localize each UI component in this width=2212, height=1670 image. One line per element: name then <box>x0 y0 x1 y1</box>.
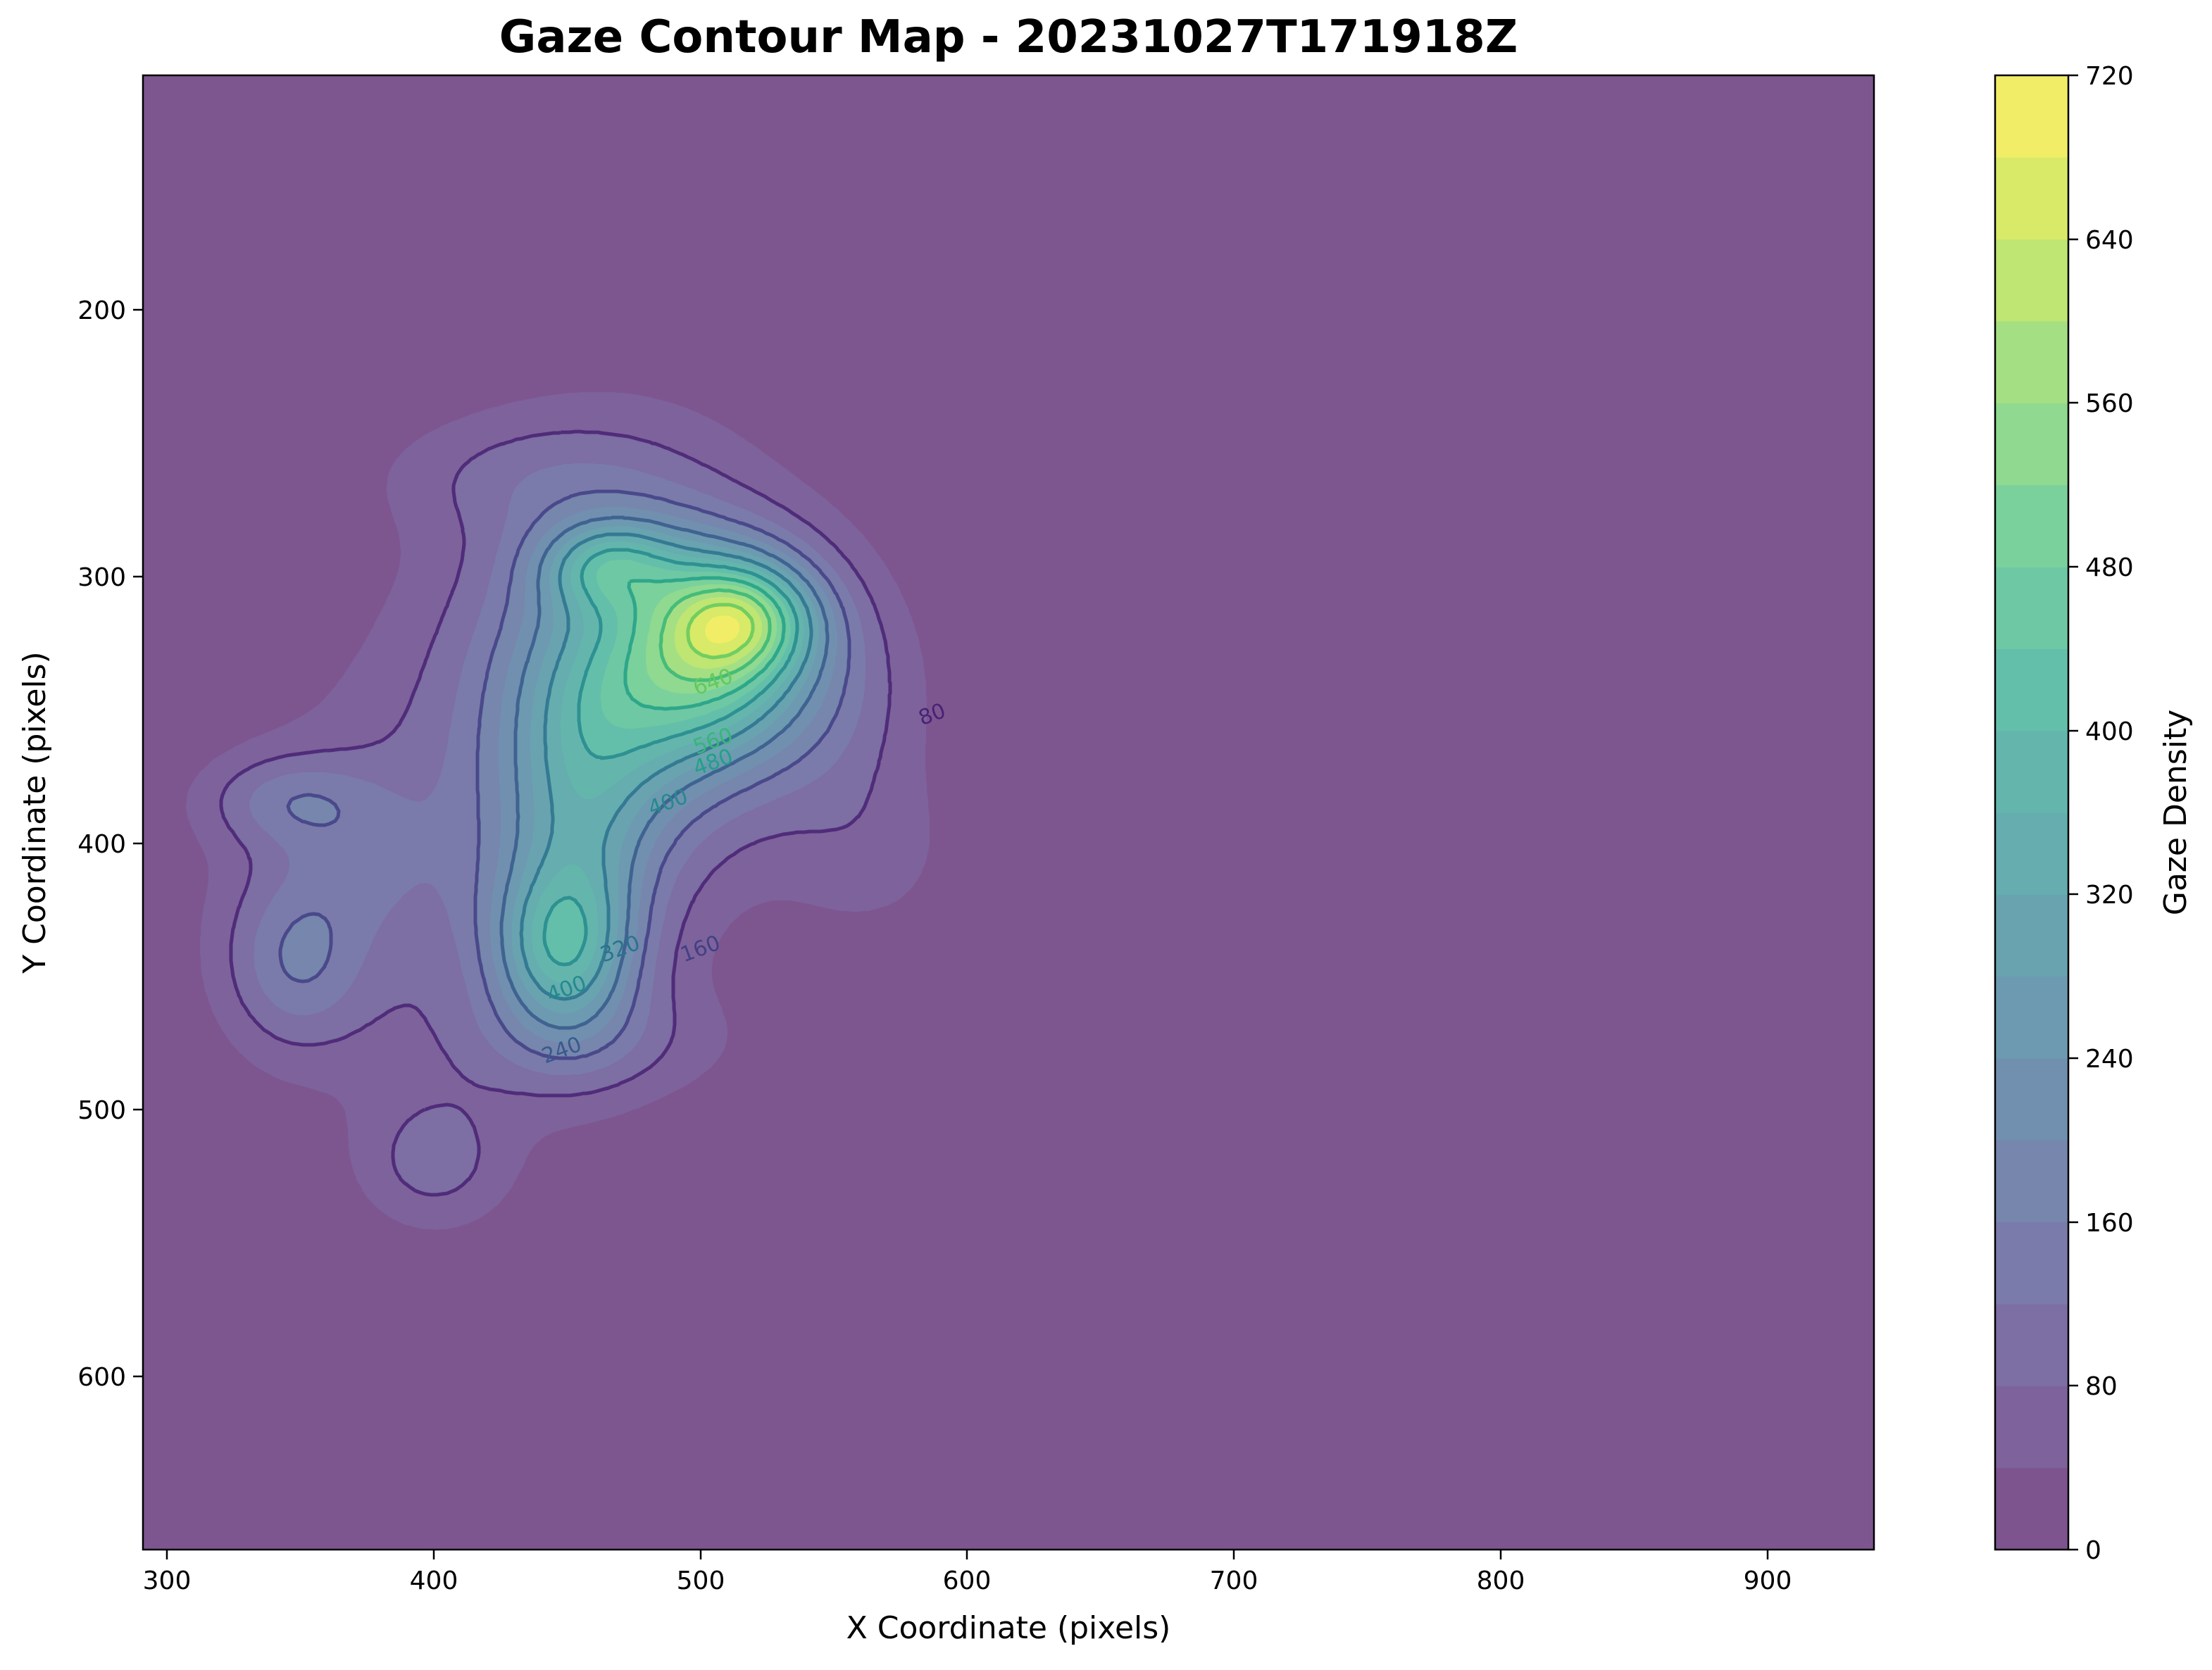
colorbar-band <box>1995 403 2068 486</box>
colorbar-tick-label: 400 <box>2085 717 2134 746</box>
y-tick-label: 600 <box>77 1363 126 1392</box>
colorbar-band <box>1995 239 2068 322</box>
contour-line-240 <box>499 515 830 1030</box>
colorbar-band <box>1995 1386 2068 1469</box>
colorbar-frame <box>1994 74 2070 1551</box>
y-tick-label: 500 <box>77 1096 126 1125</box>
colorbar-band <box>1995 567 2068 649</box>
x-tick-label: 700 <box>1210 1567 1258 1595</box>
colorbar-tick-label: 480 <box>2085 553 2134 582</box>
contour-line-320 <box>519 532 813 1001</box>
x-tick-label: 900 <box>1744 1567 1792 1595</box>
x-axis-ticks: 300 400 500 600 700 800 900 <box>143 1550 1792 1595</box>
colorbar-band <box>1995 321 2068 403</box>
colorbar-band <box>1995 75 2068 158</box>
y-tick-label: 300 <box>77 563 126 592</box>
colorbar-band <box>1995 157 2068 240</box>
colorbar-ticks: 0 80 160 240 320 400 480 560 640 720 <box>2068 62 2134 1565</box>
x-tick-label: 400 <box>410 1567 458 1595</box>
y-tick-label: 400 <box>77 830 126 859</box>
colorbar-band <box>1995 1304 2068 1386</box>
x-tick-label: 800 <box>1477 1567 1525 1595</box>
contour-line-560 <box>658 588 772 682</box>
colorbar-tick-label: 160 <box>2085 1209 2134 1238</box>
colorbar-band <box>1995 1140 2068 1223</box>
contour-line-480 <box>623 576 786 711</box>
colorbar-tick-label: 240 <box>2085 1045 2134 1074</box>
x-tick-label: 300 <box>143 1567 192 1595</box>
y-axis-ticks: 200 300 400 500 600 <box>77 296 143 1392</box>
colorbar-band <box>1995 976 2068 1059</box>
colorbar-band <box>1995 730 2068 813</box>
chart-title: Gaze Contour Map - 20231027T171918Z <box>499 11 1518 63</box>
x-axis-label: X Coordinate (pixels) <box>846 1610 1171 1646</box>
colorbar-tick-label: 80 <box>2085 1372 2118 1401</box>
x-tick-label: 500 <box>677 1567 725 1595</box>
colorbar-band <box>1995 484 2068 567</box>
density-band-680 <box>705 615 739 643</box>
colorbar-band <box>1995 894 2068 977</box>
plot-frame <box>142 74 1875 1551</box>
colorbar-tick-label: 320 <box>2085 881 2134 910</box>
contour-line-160 <box>278 489 851 1060</box>
colorbar <box>1995 75 2068 1550</box>
colorbar-tick-label: 640 <box>2085 226 2134 255</box>
colorbar-band <box>1995 648 2068 732</box>
colorbar-band <box>1995 1222 2068 1305</box>
x-tick-label: 600 <box>943 1567 992 1595</box>
colorbar-label: Gaze Density <box>2158 710 2194 916</box>
contour-line-400 <box>542 548 799 967</box>
colorbar-band <box>1995 1467 2068 1550</box>
y-tick-label: 200 <box>77 296 126 325</box>
colorbar-tick-label: 0 <box>2085 1536 2101 1565</box>
contour-line-80 <box>219 429 892 1197</box>
contour-line-layer <box>219 429 892 1197</box>
y-axis-label: Y Coordinate (pixels) <box>17 651 53 974</box>
contour-line-640 <box>686 603 755 660</box>
colorbar-tick-label: 560 <box>2085 389 2134 418</box>
colorbar-tick-label: 720 <box>2085 62 2134 91</box>
colorbar-band <box>1995 1058 2068 1141</box>
colorbar-band <box>1995 812 2068 895</box>
